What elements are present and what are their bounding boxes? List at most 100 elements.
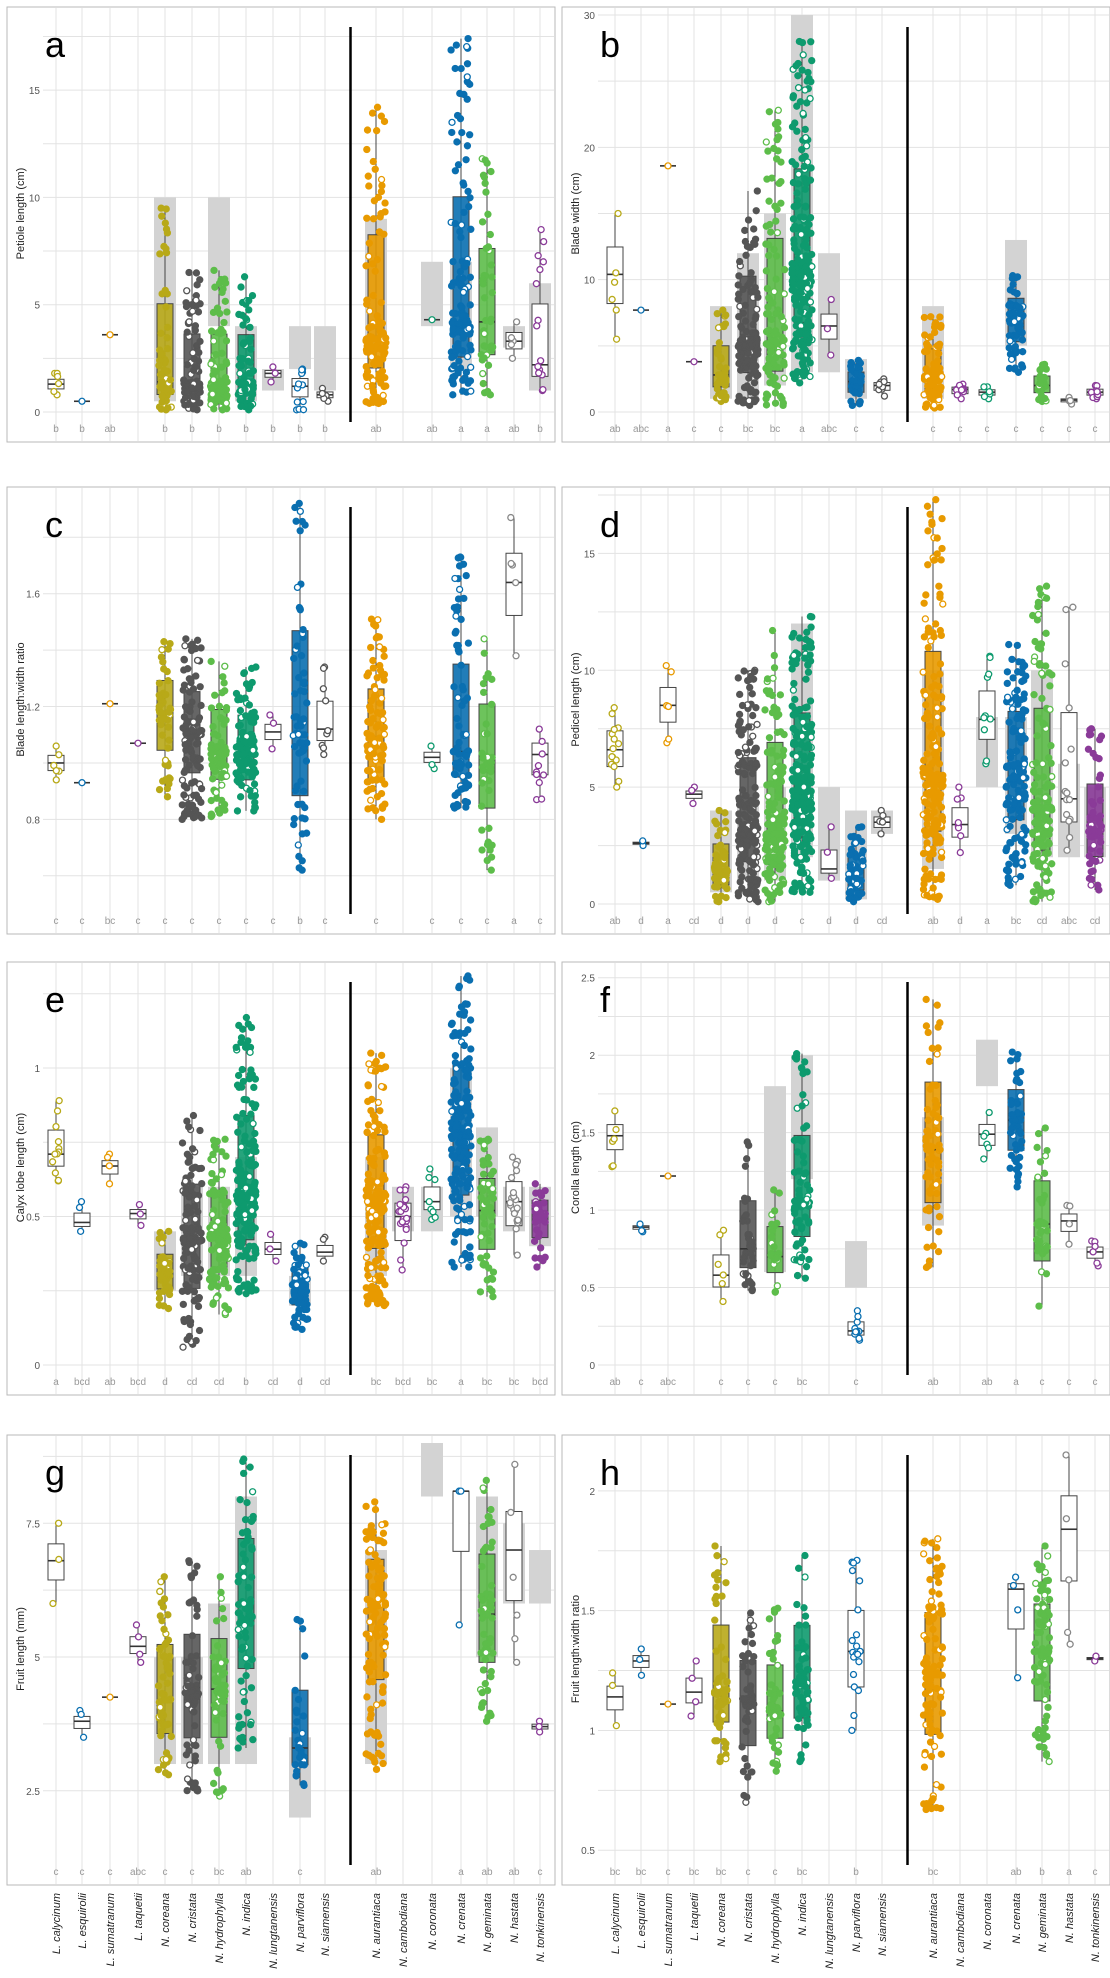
panel-letter: e: [45, 979, 65, 1020]
significance-letter: ab: [609, 424, 621, 435]
data-point: [377, 694, 386, 702]
data-point: [213, 304, 222, 312]
data-point: [464, 187, 472, 196]
data-point: [1088, 856, 1097, 865]
data-point: [1042, 594, 1051, 602]
data-point: [450, 362, 458, 370]
data-point: [771, 327, 780, 335]
data-point: [235, 310, 243, 319]
data-point: [790, 339, 798, 347]
data-point: [752, 207, 760, 215]
data-point: [1062, 605, 1070, 614]
data-point: [797, 230, 805, 239]
data-point: [798, 799, 806, 807]
data-point: [363, 348, 371, 356]
data-point: [478, 356, 486, 364]
data-point: [807, 877, 815, 885]
data-point: [1021, 789, 1029, 797]
data-point: [364, 669, 373, 677]
data-point: [363, 126, 372, 134]
data-point: [768, 626, 777, 635]
data-point: [751, 283, 759, 292]
data-point: [364, 1244, 373, 1252]
data-point: [220, 1188, 228, 1197]
data-point: [75, 1203, 84, 1212]
data-point: [249, 746, 257, 754]
data-point: [450, 770, 459, 778]
data-point: [362, 362, 370, 371]
series-l-sumatranum: [660, 162, 676, 170]
data-point: [751, 827, 759, 835]
data-point: [794, 72, 802, 80]
data-point: [319, 744, 328, 752]
data-point: [242, 314, 250, 323]
data-point: [485, 786, 493, 795]
data-point: [212, 1274, 220, 1282]
data-point: [761, 706, 769, 714]
data-point: [1020, 690, 1028, 698]
significance-letter: ab: [370, 424, 382, 435]
data-point: [924, 844, 932, 853]
data-point: [793, 248, 802, 256]
significance-letter: c: [374, 916, 379, 927]
data-point: [714, 896, 722, 904]
data-point: [220, 318, 228, 327]
data-point: [242, 1115, 251, 1123]
data-point: [769, 674, 777, 682]
data-point: [248, 761, 256, 769]
data-point: [934, 390, 943, 399]
data-point: [742, 813, 751, 821]
box: [73, 1212, 91, 1227]
data-point: [196, 683, 204, 691]
data-point: [714, 344, 723, 352]
data-point: [1037, 640, 1046, 648]
data-point: [753, 720, 761, 729]
data-point: [1012, 747, 1021, 755]
data-point: [185, 268, 193, 277]
data-point: [1020, 661, 1029, 670]
data-point: [1030, 840, 1039, 849]
data-point: [764, 147, 772, 155]
data-point: [222, 358, 230, 366]
data-point: [467, 387, 475, 395]
data-point: [1034, 610, 1043, 619]
data-point: [484, 387, 492, 396]
data-point: [720, 850, 728, 858]
data-point: [802, 330, 810, 338]
y-tick-label: 1.2: [26, 703, 40, 714]
y-tick-label: 15: [584, 549, 596, 560]
data-point: [464, 639, 473, 647]
data-point: [1016, 309, 1024, 318]
data-point: [801, 185, 809, 193]
data-point: [667, 668, 675, 676]
data-point: [163, 367, 171, 375]
data-point: [183, 287, 191, 295]
data-point: [1033, 804, 1042, 812]
data-point: [1031, 788, 1039, 796]
data-point: [485, 824, 493, 832]
data-point: [1030, 895, 1039, 903]
data-point: [772, 275, 780, 283]
data-point: [319, 685, 328, 693]
data-point: [932, 376, 941, 384]
data-point: [300, 678, 308, 686]
data-point: [722, 364, 730, 372]
data-point: [462, 784, 470, 792]
data-point: [736, 840, 745, 848]
data-point: [217, 1170, 226, 1179]
data-point: [157, 405, 166, 413]
data-point: [454, 366, 462, 374]
data-point: [713, 380, 722, 388]
data-point: [220, 720, 228, 728]
data-point: [805, 220, 813, 229]
data-point: [736, 336, 745, 345]
data-point: [801, 175, 809, 183]
data-point: [722, 818, 730, 826]
data-point: [1094, 881, 1102, 889]
data-point: [214, 1217, 222, 1225]
data-point: [462, 752, 471, 761]
significance-letter: c: [485, 916, 490, 927]
data-point: [1067, 745, 1075, 753]
significance-letter: b: [270, 424, 276, 435]
data-point: [219, 1261, 228, 1269]
